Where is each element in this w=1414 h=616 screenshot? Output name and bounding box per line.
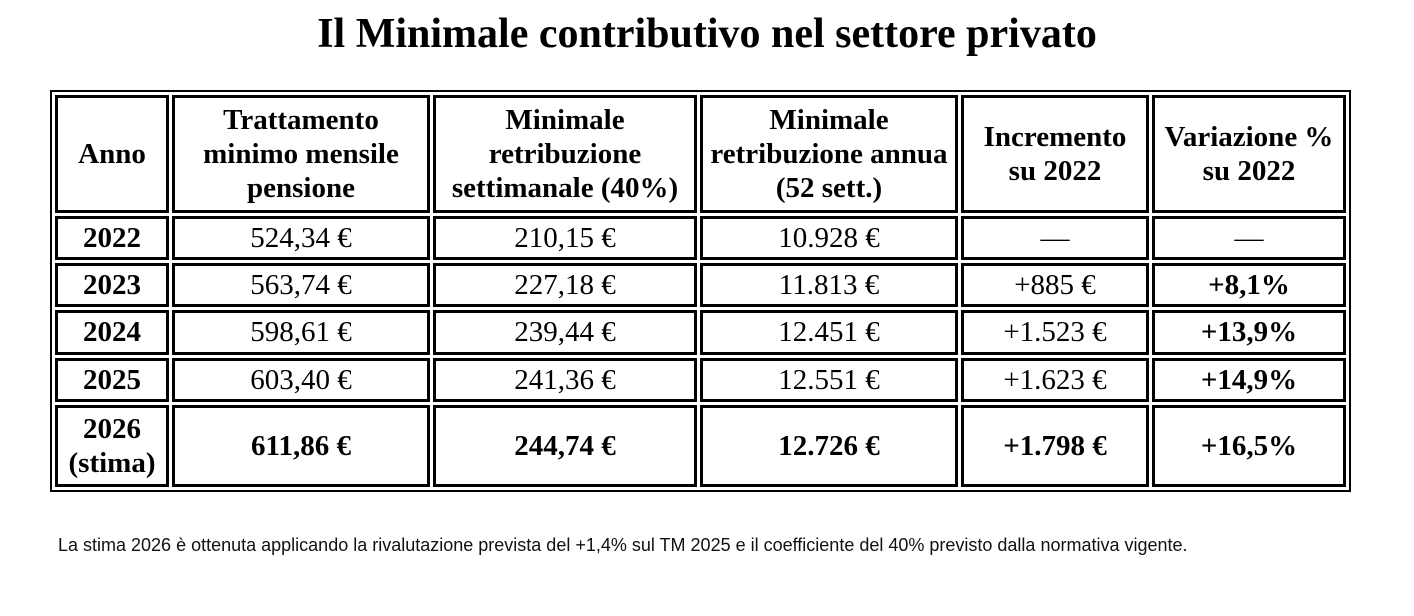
value-cell-annuo: 10.928 € — [700, 216, 958, 261]
value-cell-variazione: +8,1% — [1152, 263, 1346, 308]
header-variazione: Variazione % su 2022 — [1152, 95, 1346, 213]
header-anno: Anno — [55, 95, 169, 213]
value-cell-settimanale: 210,15 € — [433, 216, 697, 261]
value-cell-annuo: 11.813 € — [700, 263, 958, 308]
value-cell-settimanale: 239,44 € — [433, 310, 697, 355]
value-cell-incremento: +1.523 € — [961, 310, 1149, 355]
value-cell-annuo: 12.451 € — [700, 310, 958, 355]
header-minimale-annuo: Minimale retribuzione annua (52 sett.) — [700, 95, 958, 213]
header-incremento: Incremento su 2022 — [961, 95, 1149, 213]
value-cell-incremento: +1.623 € — [961, 357, 1149, 402]
year-cell: 2022 — [55, 216, 169, 261]
value-cell-variazione: +16,5% — [1152, 404, 1346, 487]
year-cell: 2025 — [55, 357, 169, 402]
value-cell-trattamento: 524,34 € — [172, 216, 430, 261]
year-cell: 2023 — [55, 263, 169, 308]
value-cell-settimanale: 241,36 € — [433, 357, 697, 402]
year-cell: 2026 (stima) — [55, 404, 169, 487]
value-cell-annuo: 12.551 € — [700, 357, 958, 402]
value-cell-incremento: +885 € — [961, 263, 1149, 308]
value-cell-incremento: — — [961, 216, 1149, 261]
table-row-2025: 2025 603,40 € 241,36 € 12.551 € +1.623 €… — [55, 357, 1346, 402]
table-row-2026-stima: 2026 (stima) 611,86 € 244,74 € 12.726 € … — [55, 404, 1346, 487]
footnote-text: La stima 2026 è ottenuta applicando la r… — [58, 534, 1188, 555]
value-cell-settimanale: 227,18 € — [433, 263, 697, 308]
value-cell-trattamento: 563,74 € — [172, 263, 430, 308]
header-trattamento-minimo: Trattamento minimo mensile pensione — [172, 95, 430, 213]
year-cell: 2024 — [55, 310, 169, 355]
contribution-minimum-table: Anno Trattamento minimo mensile pensione… — [50, 90, 1351, 492]
value-cell-incremento: +1.798 € — [961, 404, 1149, 487]
value-cell-trattamento: 611,86 € — [172, 404, 430, 487]
value-cell-annuo: 12.726 € — [700, 404, 958, 487]
value-cell-variazione: +13,9% — [1152, 310, 1346, 355]
header-minimale-settimanale: Minimale retribuzione settimanale (40%) — [433, 95, 697, 213]
table-row-2024: 2024 598,61 € 239,44 € 12.451 € +1.523 €… — [55, 310, 1346, 355]
document-page: Il Minimale contributivo nel settore pri… — [0, 10, 1414, 560]
value-cell-variazione: +14,9% — [1152, 357, 1346, 402]
value-cell-trattamento: 598,61 € — [172, 310, 430, 355]
page-title: Il Minimale contributivo nel settore pri… — [317, 11, 1097, 57]
table-row-2023: 2023 563,74 € 227,18 € 11.813 € +885 € +… — [55, 263, 1346, 308]
table-row-2022: 2022 524,34 € 210,15 € 10.928 € — — — [55, 216, 1346, 261]
value-cell-variazione: — — [1152, 216, 1346, 261]
value-cell-trattamento: 603,40 € — [172, 357, 430, 402]
header-row: Anno Trattamento minimo mensile pensione… — [55, 95, 1346, 213]
value-cell-settimanale: 244,74 € — [433, 404, 697, 487]
